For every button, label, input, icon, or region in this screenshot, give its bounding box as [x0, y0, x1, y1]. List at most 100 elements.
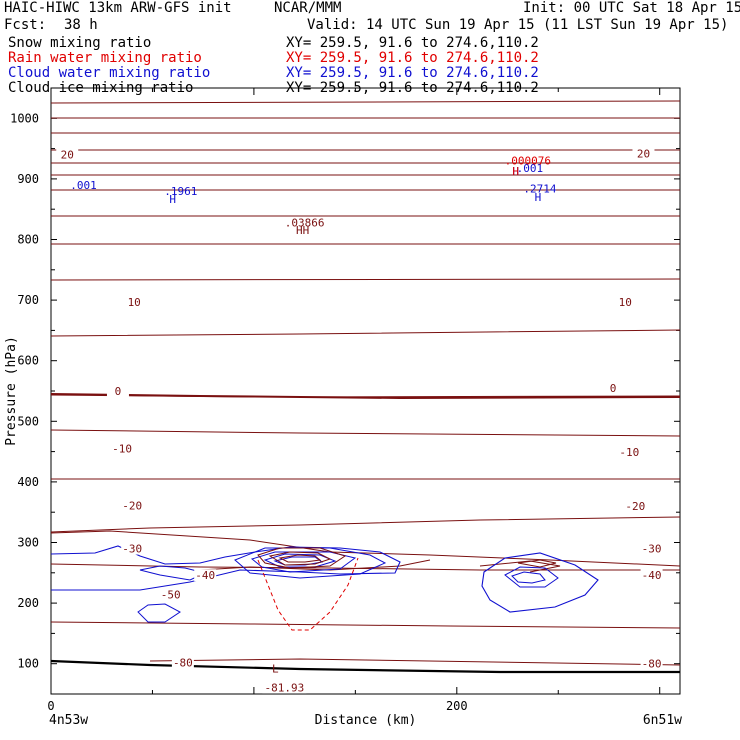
isotherm-label-bg: [614, 295, 637, 308]
forecast-label: Fcst:: [4, 17, 47, 33]
cloud-water-contour: [250, 551, 357, 573]
y-axis-title: Pressure (hPa): [4, 336, 19, 446]
x-endpoint-right: 6n51w: [643, 713, 682, 728]
y-tick-label: 1000: [10, 111, 39, 125]
isotherm-label: -50: [161, 589, 181, 602]
isotherm-label-bg: [56, 148, 79, 161]
isotherm-label: -30: [122, 543, 142, 556]
rain-water-label: .000076: [505, 155, 551, 168]
isotherm-label-bg: [602, 381, 625, 394]
isotherm-label-bg: [111, 442, 134, 455]
snow-contour: [278, 554, 322, 563]
y-tick-label: 500: [17, 414, 39, 428]
isotherm: [50, 278, 681, 281]
isotherm-label-bg: [123, 295, 146, 308]
forecast-hour: 38 h: [64, 17, 98, 33]
isotherm-label-bg: [194, 569, 217, 582]
isotherm-label-bg: [121, 542, 144, 555]
cloud-water-label: H: [169, 193, 176, 206]
isotherm-label: -30: [642, 543, 662, 556]
min-marker-symbol: L: [272, 663, 279, 676]
snow-label: HH: [296, 224, 309, 237]
isotherm-label-bg: [640, 569, 663, 582]
isotherm: [479, 560, 561, 573]
cloud-water-label: .2714: [523, 183, 556, 196]
isotherm-label: 0: [610, 382, 617, 395]
cloud-water-contour: [511, 571, 546, 584]
cloud-water-label: .1961: [164, 185, 197, 198]
isotherm-label-bg: [624, 500, 647, 513]
isotherm: [50, 429, 681, 437]
snow-contour: [257, 547, 347, 569]
isotherm-label: 20: [61, 149, 74, 162]
cloud-water-contour: [481, 552, 599, 613]
y-tick-label: 800: [17, 233, 39, 247]
cloud-water-field-label: Cloud water mixing ratio: [8, 65, 211, 81]
isotherm: [149, 658, 681, 666]
y-tick-label: 100: [17, 657, 39, 671]
isotherm-label: 10: [128, 296, 141, 309]
snow-label: .03866: [285, 217, 325, 230]
surface-line: [50, 659, 680, 674]
isotherm-label: 0: [115, 385, 122, 398]
cloud-water-contour: [137, 603, 181, 623]
isotherm-label-bg: [640, 542, 663, 555]
isotherm: [50, 563, 680, 571]
isotherm-label: -40: [642, 569, 662, 582]
y-tick-label: 300: [17, 536, 39, 550]
plot-frame: [50, 87, 681, 695]
isotherm-label-bg: [618, 446, 641, 459]
y-tick-label: 600: [17, 354, 39, 368]
min-marker-bg: [262, 681, 307, 694]
cloud-water-label: .001: [70, 179, 97, 192]
x-tick-label: 200: [446, 699, 468, 713]
isotherm: [50, 329, 681, 337]
y-tick-label: 700: [17, 293, 39, 307]
x-axis-title: Distance (km): [315, 713, 417, 728]
isotherm-label: -10: [112, 443, 132, 456]
isotherm-label: -80: [173, 656, 193, 669]
snow-contour: [517, 559, 557, 568]
snow-contour: [268, 551, 332, 566]
snow-field-xy: XY= 259.5, 91.6 to 274.6,110.2: [286, 35, 539, 51]
isotherm-label: -80: [642, 658, 662, 671]
isotherm-label: -10: [619, 446, 639, 459]
isotherm-label: -20: [122, 500, 142, 513]
rain-field-label: Rain water mixing ratio: [8, 50, 202, 66]
isotherm: [50, 516, 681, 533]
rain-water-contour: [257, 557, 359, 631]
isotherm-label-bg: [640, 657, 663, 670]
cloud-water-label: .001: [517, 162, 544, 175]
x-tick-label: 0: [47, 699, 54, 713]
y-tick-label: 400: [17, 475, 39, 489]
isotherm-label-bg: [106, 385, 129, 397]
cloud-water-label: H: [512, 165, 519, 178]
org-label: NCAR/MMM: [274, 0, 342, 16]
init-time: Init: 00 UTC Sat 18 Apr 15: [523, 0, 740, 16]
model-title: HAIC-HIWC 13km ARW-GFS init: [4, 0, 232, 16]
rain-water-label: H: [512, 165, 519, 178]
cloud-water-contour: [263, 553, 337, 568]
isotherm-label-bg: [171, 656, 194, 669]
x-endpoint-left: 4n53w: [49, 713, 88, 728]
snow-field-label: Snow mixing ratio: [8, 35, 152, 51]
isotherm-label: 20: [637, 147, 650, 160]
isotherm-label: -40: [195, 569, 215, 582]
isotherm-label: 10: [619, 296, 632, 309]
isotherm-label: -20: [625, 500, 645, 513]
isotherm: [50, 100, 681, 104]
y-tick-label: 200: [17, 596, 39, 610]
isotherm-label-bg: [632, 147, 655, 160]
cloud-water-contour: [504, 566, 559, 588]
isotherm-label-bg: [159, 588, 182, 601]
cloud-water-label: H: [535, 191, 542, 204]
rain-field-xy: XY= 259.5, 91.6 to 274.6,110.2: [286, 50, 539, 66]
valid-time: Valid: 14 UTC Sun 19 Apr 15 (11 LST Sun …: [307, 17, 729, 33]
isotherm-label-bg: [121, 499, 144, 512]
isotherm: [50, 621, 681, 629]
y-tick-label: 900: [17, 172, 39, 186]
isotherm: [50, 530, 681, 567]
cloud-water-field-xy: XY= 259.5, 91.6 to 274.6,110.2: [286, 65, 539, 81]
min-marker-value: -81.93: [264, 682, 304, 695]
